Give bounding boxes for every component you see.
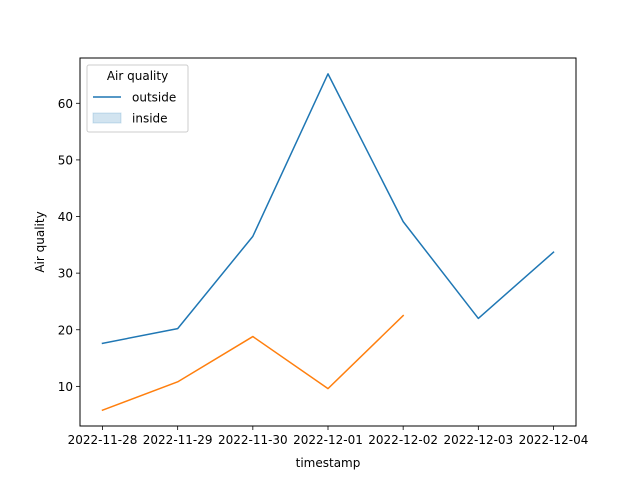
- y-tick-label: 30: [58, 267, 73, 281]
- plot-area: [79, 57, 577, 427]
- legend-frame: [86, 64, 189, 133]
- y-tick-label: 10: [58, 380, 73, 394]
- x-tick-label: 2022-12-04: [519, 433, 589, 447]
- series-layer: [101, 73, 555, 412]
- y-axis-label: Air quality: [33, 211, 47, 272]
- x-axis-label: timestamp: [296, 456, 361, 470]
- y-tick-label: 40: [58, 210, 73, 224]
- legend-label-outside: outside: [132, 91, 176, 105]
- series-line-outside: [101, 73, 555, 345]
- legend-patch-inside: [92, 112, 122, 124]
- legend-label-inside: inside: [132, 112, 168, 126]
- x-tick-label: 2022-11-29: [143, 433, 213, 447]
- y-tick-label: 60: [58, 97, 73, 111]
- series-line-series-2: [101, 314, 405, 412]
- legend: Air quality outside inside: [86, 64, 189, 133]
- x-tick-label: 2022-11-30: [218, 433, 288, 447]
- ticks-layer: 2022-11-28 2022-11-29 2022-11-30 2022-12-01…: [58, 97, 589, 447]
- legend-title: Air quality: [107, 69, 168, 83]
- x-tick-label: 2022-12-03: [443, 433, 513, 447]
- y-tick-label: 20: [58, 323, 73, 337]
- x-tick-label: 2022-11-28: [68, 433, 138, 447]
- x-tick-label: 2022-12-01: [293, 433, 363, 447]
- y-tick-label: 50: [58, 153, 73, 167]
- x-tick-label: 2022-12-02: [368, 433, 438, 447]
